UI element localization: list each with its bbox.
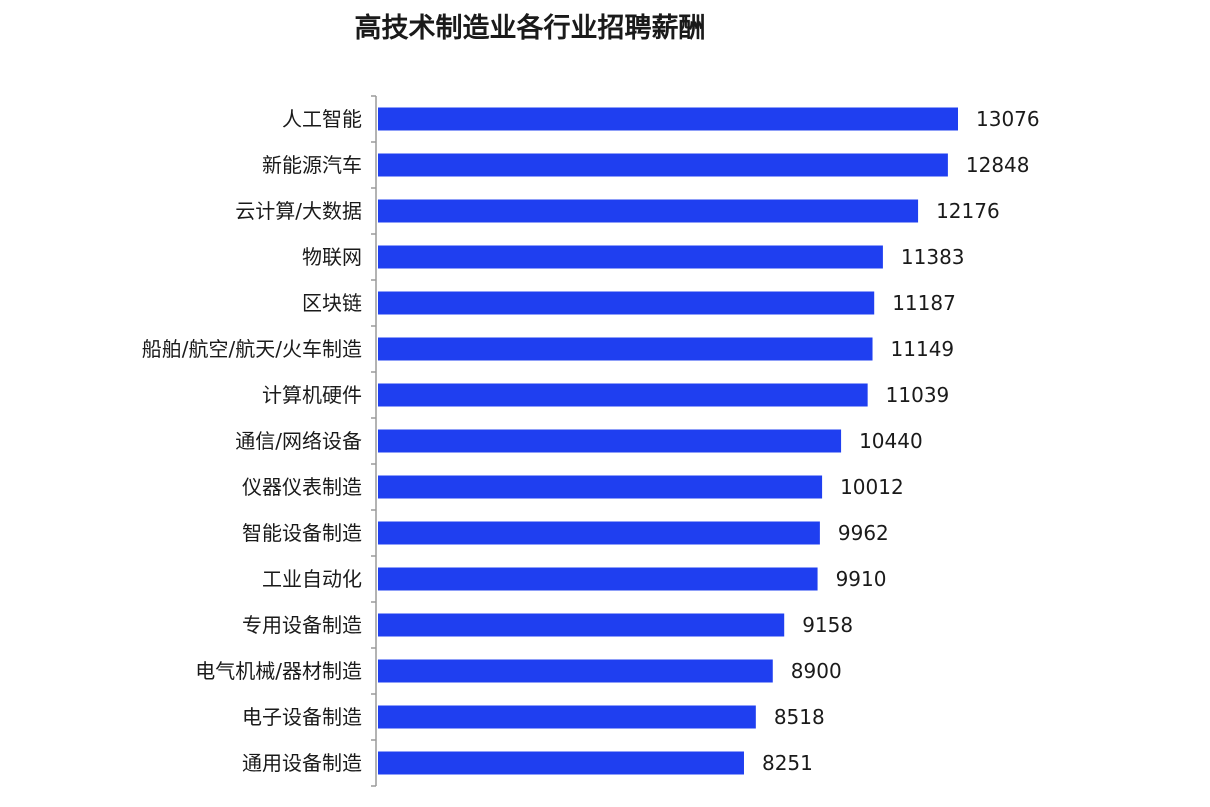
category-label: 电子设备制造	[242, 705, 362, 729]
bar	[378, 705, 756, 729]
value-label: 9962	[838, 521, 889, 545]
value-label: 12848	[966, 153, 1030, 177]
bar	[378, 199, 919, 223]
category-axis	[371, 95, 377, 787]
category-label: 计算机硬件	[262, 383, 362, 407]
bar	[378, 567, 818, 591]
category-label: 专用设备制造	[242, 613, 362, 637]
value-label: 9158	[802, 613, 853, 637]
value-label: 11187	[892, 291, 956, 315]
bar	[378, 153, 948, 177]
value-label: 11039	[886, 383, 950, 407]
category-label: 智能设备制造	[242, 521, 362, 545]
bar	[378, 613, 785, 637]
category-label: 通信/网络设备	[235, 429, 362, 453]
labels: 人工智能 13076 新能源汽车 12848 云计算/大数据 12176 物联网 11383 区…	[142, 107, 1040, 775]
bar	[378, 245, 883, 269]
category-label: 人工智能	[282, 107, 362, 131]
bar	[378, 751, 744, 775]
category-label: 仪器仪表制造	[242, 475, 362, 499]
value-label: 10012	[840, 475, 904, 499]
category-label: 云计算/大数据	[235, 199, 362, 223]
bar	[378, 521, 820, 545]
value-label: 9910	[836, 567, 887, 591]
category-label: 工业自动化	[262, 567, 362, 591]
value-label: 8251	[762, 751, 813, 775]
bars	[378, 107, 958, 775]
category-label: 船舶/航空/航天/火车制造	[142, 337, 362, 361]
bar	[378, 337, 873, 361]
category-label: 物联网	[302, 245, 362, 269]
bar	[378, 383, 868, 407]
chart-title: 高技术制造业各行业招聘薪酬	[354, 13, 706, 44]
bar	[378, 659, 773, 683]
value-label: 8518	[774, 705, 825, 729]
category-label: 新能源汽车	[262, 153, 362, 177]
value-label: 11149	[891, 337, 955, 361]
value-label: 13076	[976, 107, 1040, 131]
category-label: 区块链	[302, 291, 362, 315]
value-label: 8900	[791, 659, 842, 683]
category-label: 通用设备制造	[242, 751, 362, 775]
value-label: 11383	[901, 245, 965, 269]
value-label: 10440	[859, 429, 923, 453]
bar	[378, 107, 958, 131]
bar	[378, 291, 875, 315]
category-label: 电气机械/器材制造	[195, 659, 362, 683]
bar	[378, 429, 842, 453]
bar	[378, 475, 823, 499]
value-label: 12176	[936, 199, 1000, 223]
